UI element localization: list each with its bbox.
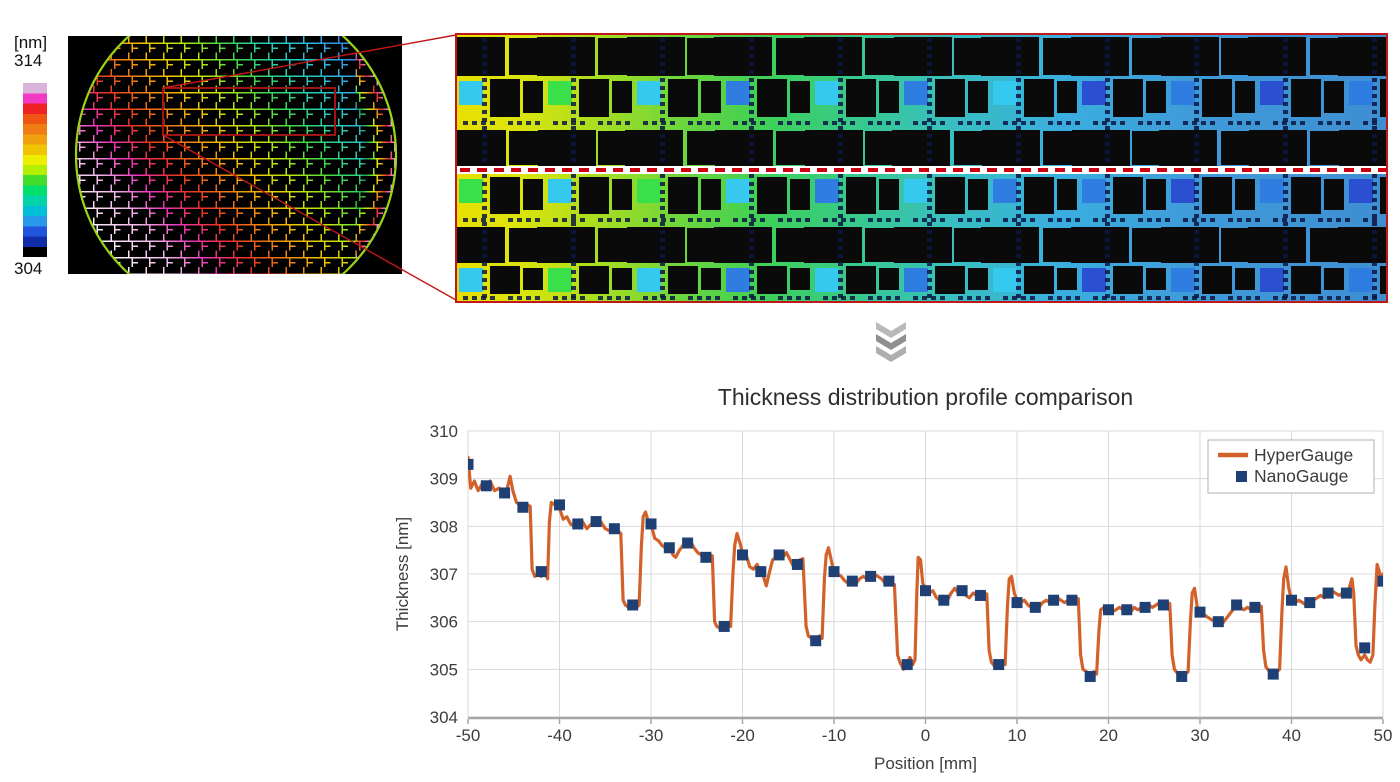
nanogauge-marker — [1011, 597, 1023, 609]
x-tick-label: 20 — [1099, 726, 1118, 745]
y-axis-label: Thickness [nm] — [393, 517, 412, 631]
x-tick-label: -50 — [456, 726, 481, 745]
x-axis-label: Position [mm] — [874, 754, 977, 773]
nanogauge-marker — [1340, 587, 1352, 599]
nanogauge-marker — [1103, 604, 1114, 616]
nanogauge-marker — [1267, 668, 1279, 680]
nanogauge-marker — [1377, 575, 1383, 587]
x-tick-label: 10 — [1008, 726, 1027, 745]
nanogauge-marker — [700, 551, 712, 563]
nanogauge-marker — [590, 516, 602, 528]
nanogauge-marker — [773, 549, 785, 561]
nanogauge-marker — [480, 480, 492, 492]
nanogauge-marker — [1139, 601, 1151, 613]
nanogauge-marker — [956, 585, 968, 597]
nanogauge-marker — [737, 549, 748, 561]
nanogauge-marker — [1304, 597, 1316, 609]
colorbar-max-label: 314 — [14, 51, 43, 70]
nanogauge-marker — [846, 575, 858, 587]
nanogauge-marker — [499, 487, 511, 499]
y-tick-label: 307 — [430, 565, 458, 584]
legend-label-hypergauge: HyperGauge — [1254, 445, 1353, 465]
nanogauge-marker — [1249, 601, 1261, 613]
nanogauge-marker — [718, 620, 730, 632]
nanogauge-marker — [1359, 642, 1371, 654]
y-tick-label: 308 — [430, 517, 458, 536]
nanogauge-marker — [938, 594, 950, 606]
nanogauge-marker — [682, 537, 694, 549]
thickness-profile-chart: Thickness distribution profile compariso… — [393, 384, 1393, 773]
colorbar-scale — [23, 73, 47, 257]
nanogauge-marker — [974, 589, 986, 601]
nanogauge-marker — [627, 599, 639, 611]
nanogauge-marker — [572, 518, 584, 530]
nanogauge-marker — [1048, 594, 1060, 606]
y-tick-label: 310 — [430, 422, 458, 441]
nanogauge-marker — [1029, 601, 1041, 613]
colorbar-min-label: 304 — [14, 259, 43, 278]
nanogauge-marker — [1066, 594, 1078, 606]
nanogauge-marker — [810, 635, 822, 647]
nanogauge-marker — [1286, 594, 1297, 606]
nanogauge-marker — [1176, 670, 1188, 682]
nanogauge-marker — [1121, 604, 1133, 616]
x-tick-label: -20 — [730, 726, 755, 745]
legend-label-nanogauge: NanoGauge — [1254, 466, 1348, 486]
y-tick-label: 306 — [430, 613, 458, 632]
nanogauge-marker — [468, 458, 474, 470]
nanogauge-marker — [663, 542, 675, 554]
x-tick-label: 50 — [1374, 726, 1393, 745]
nanogauge-marker — [791, 558, 803, 570]
down-chevron-icon — [876, 322, 906, 362]
nanogauge-marker — [755, 566, 767, 578]
x-tick-label: 0 — [921, 726, 930, 745]
colorbar-unit-label: [nm] — [14, 33, 48, 52]
nanogauge-marker — [920, 585, 931, 597]
y-tick-label: 309 — [430, 470, 458, 489]
y-tick-label: 304 — [430, 708, 458, 727]
nanogauge-marker — [901, 659, 913, 671]
nanogauge-marker — [1212, 616, 1224, 628]
nanogauge-marker — [1194, 606, 1206, 618]
measurement-figure: [nm] 314 304 — [0, 0, 1400, 320]
nanogauge-marker — [828, 566, 840, 578]
wafer-thickness-map — [68, 36, 402, 274]
x-tick-label: 40 — [1282, 726, 1301, 745]
x-tick-label: 30 — [1191, 726, 1210, 745]
nanogauge-marker — [608, 523, 620, 535]
y-tick-label: 305 — [430, 660, 458, 679]
nanogauge-marker — [1322, 587, 1334, 599]
x-tick-label: -10 — [822, 726, 847, 745]
nanogauge-marker — [883, 575, 895, 587]
chart-title: Thickness distribution profile compariso… — [718, 384, 1133, 410]
nanogauge-marker — [517, 501, 529, 513]
nanogauge-marker — [645, 518, 657, 530]
nanogauge-marker — [1157, 599, 1169, 611]
x-tick-label: -30 — [639, 726, 664, 745]
nanogauge-marker — [1084, 670, 1096, 682]
nanogauge-marker — [865, 570, 877, 582]
nanogauge-marker — [535, 566, 547, 578]
wafer-zoom-detail-image — [455, 33, 1388, 303]
x-tick-label: -40 — [547, 726, 572, 745]
nanogauge-marker — [1231, 599, 1243, 611]
nanogauge-marker — [554, 499, 565, 511]
nanogauge-marker — [993, 659, 1005, 671]
